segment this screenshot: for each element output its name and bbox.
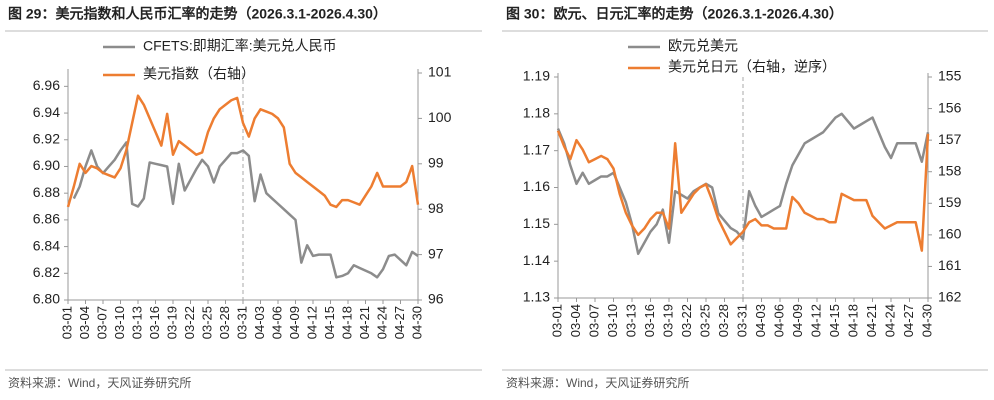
y-tick-label: 6.88 — [33, 184, 60, 200]
x-tick-label: 04-27 — [392, 306, 407, 339]
x-tick-label: 04-15 — [322, 306, 337, 339]
x-tick-label: 03-22 — [182, 306, 197, 339]
x-tick-label: 04-18 — [339, 306, 354, 339]
x-tick-label: 03-10 — [605, 304, 620, 337]
x-tick-label: 03-13 — [129, 306, 144, 339]
source-note: 资料来源：Wind，天风证券研究所 — [8, 375, 191, 390]
y2-tick-label: 156 — [938, 99, 962, 115]
x-tick-label: 04-18 — [845, 304, 860, 337]
y-tick-label: 1.14 — [523, 252, 550, 268]
legend-label: 美元兑日元（右轴，逆序） — [668, 59, 836, 75]
x-tick-label: 03-16 — [147, 306, 162, 339]
x-tick-label: 03-01 — [59, 306, 74, 339]
y2-tick-label: 158 — [938, 162, 962, 178]
legend-label: 欧元兑美元 — [668, 38, 738, 54]
x-tick-label: 03-25 — [199, 306, 214, 339]
series-line — [66, 94, 420, 209]
y2-tick-label: 100 — [428, 109, 452, 125]
source-note: 资料来源：Wind，天风证券研究所 — [506, 375, 689, 390]
x-tick-label: 03-22 — [679, 304, 694, 337]
x-tick-label: 04-21 — [864, 304, 879, 337]
x-tick-label: 03-07 — [586, 304, 601, 337]
x-tick-label: 03-01 — [549, 304, 564, 337]
y2-tick-label: 98 — [428, 200, 444, 216]
x-tick-label: 03-19 — [164, 306, 179, 339]
y2-tick-label: 159 — [938, 194, 962, 210]
y-tick-label: 1.17 — [523, 141, 550, 157]
y2-tick-label: 160 — [938, 226, 962, 242]
y2-tick-label: 97 — [428, 245, 444, 261]
chart-title: 图 30：欧元、日元汇率的走势（2026.3.1-2026.4.30） — [506, 6, 843, 22]
x-tick-label: 04-15 — [827, 304, 842, 337]
x-tick-label: 04-09 — [790, 304, 805, 337]
x-tick-label: 04-06 — [269, 306, 284, 339]
legend-label: 美元指数（右轴） — [143, 66, 255, 82]
y-tick-label: 1.16 — [523, 178, 550, 194]
x-tick-label: 03-16 — [642, 304, 657, 337]
x-tick-label: 03-10 — [112, 306, 127, 339]
x-tick-label: 04-12 — [304, 306, 319, 339]
x-tick-label: 03-28 — [217, 306, 232, 339]
y-tick-label: 6.92 — [33, 130, 60, 146]
x-tick-label: 04-30 — [919, 304, 934, 337]
x-tick-label: 04-30 — [409, 306, 424, 339]
y-tick-label: 6.82 — [33, 264, 60, 280]
x-tick-label: 04-03 — [753, 304, 768, 337]
y-tick-label: 1.15 — [523, 215, 550, 231]
y-tick-label: 6.94 — [33, 104, 60, 120]
y-tick-label: 6.84 — [33, 237, 60, 253]
y-tick-label: 1.18 — [523, 105, 550, 121]
y-tick-label: 1.19 — [523, 68, 550, 84]
x-tick-label: 04-21 — [357, 306, 372, 339]
y-tick-label: 6.80 — [33, 291, 60, 307]
series-line — [72, 141, 419, 279]
x-tick-label: 03-04 — [77, 306, 92, 339]
y-tick-label: 6.90 — [33, 157, 60, 173]
x-tick-label: 04-06 — [771, 304, 786, 337]
x-tick-label: 04-12 — [808, 304, 823, 337]
y2-tick-label: 155 — [938, 68, 962, 84]
x-tick-label: 03-31 — [234, 306, 249, 339]
y-tick-label: 6.96 — [33, 77, 60, 93]
x-tick-label: 03-13 — [623, 304, 638, 337]
x-tick-label: 03-31 — [734, 304, 749, 337]
series-line — [556, 112, 930, 256]
y-tick-label: 6.86 — [33, 211, 60, 227]
x-tick-label: 04-03 — [252, 306, 267, 339]
x-tick-label: 03-19 — [660, 304, 675, 337]
y-tick-label: 1.13 — [523, 289, 550, 305]
x-tick-label: 03-28 — [716, 304, 731, 337]
series-line — [556, 130, 930, 252]
y2-tick-label: 99 — [428, 155, 444, 171]
x-tick-label: 03-07 — [94, 306, 109, 339]
x-tick-label: 03-04 — [568, 304, 583, 337]
x-tick-label: 04-09 — [287, 306, 302, 339]
x-tick-label: 04-24 — [374, 306, 389, 339]
legend-label: CFETS:即期汇率:美元兑人民币 — [143, 38, 337, 54]
x-tick-label: 03-25 — [697, 304, 712, 337]
y2-tick-label: 101 — [428, 64, 452, 80]
y2-tick-label: 157 — [938, 131, 962, 147]
y2-tick-label: 161 — [938, 257, 962, 273]
y2-tick-label: 96 — [428, 291, 444, 307]
chart-title: 图 29：美元指数和人民币汇率的走势（2026.3.1-2026.4.30） — [8, 6, 387, 22]
x-tick-label: 04-27 — [901, 304, 916, 337]
x-tick-label: 04-24 — [882, 304, 897, 337]
y2-tick-label: 162 — [938, 289, 962, 305]
